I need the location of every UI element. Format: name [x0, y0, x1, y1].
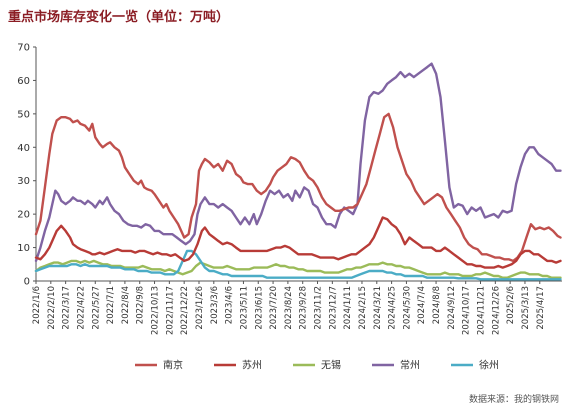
x-tick-label: 2024/1/11	[343, 286, 353, 330]
series-line-1	[34, 216, 562, 269]
series-layer	[34, 62, 562, 281]
x-tick-label: 2022/4/22	[76, 286, 86, 330]
x-tick-label: 2024/3/21	[373, 286, 383, 330]
x-tick-label: 2022/1/6	[32, 286, 42, 324]
chart-title: 重点市场库存变化一览（单位：万吨）	[8, 10, 230, 25]
x-tick-label: 2024/10/17	[462, 286, 472, 335]
x-tick-label: 2024/9/12	[447, 286, 457, 330]
y-tick-label: 70	[17, 43, 30, 54]
x-tick-label: 2022/3/17	[62, 286, 72, 330]
y-tick-label: 50	[17, 109, 30, 120]
x-tick-label: 2024/4/25	[388, 286, 398, 330]
x-tick-label: 2023/8/24	[284, 286, 294, 330]
x-tick-label: 2023/7/20	[269, 286, 279, 330]
series-line-2	[34, 259, 562, 279]
x-tick-label: 2024/11/21	[477, 286, 487, 335]
x-tick-label: 2025/4/17	[536, 286, 546, 330]
x-tick-label: 2022/8/4	[121, 286, 131, 324]
x-tick-label: 2022/10/13	[151, 286, 161, 335]
x-tick-label: 2023/9/28	[299, 286, 309, 330]
y-tick-label: 40	[17, 143, 30, 154]
legend-label: 苏州	[242, 359, 262, 372]
y-tick-label: 20	[17, 210, 30, 221]
x-tick-label: 2022/2/10	[47, 286, 57, 330]
y-axis: 0 10 20 30 40 50 60 70	[17, 43, 37, 288]
x-tick-label: 2024/7/4	[417, 286, 427, 324]
x-tick-label: 2024/12/26	[491, 286, 501, 335]
legend: 南京 苏州 无锡 常州 徐州	[135, 359, 499, 372]
x-tick-label: 2024/5/30	[402, 286, 412, 330]
x-tick-label: 2023/5/11	[239, 286, 249, 330]
series-line-4	[34, 249, 562, 281]
x-tick-label: 2022/11/17	[165, 286, 175, 335]
x-tick-label: 2023/1/26	[195, 286, 205, 330]
legend-label: 徐州	[479, 359, 499, 372]
x-tick-label: 2024/2/15	[358, 286, 368, 330]
x-tick-label: 2022/7/1	[106, 286, 116, 324]
x-tick-label: 2023/11/2	[314, 286, 324, 330]
x-tick-label: 2022/9/8	[136, 286, 146, 324]
series-line-3	[34, 62, 562, 263]
y-tick-label: 30	[17, 176, 30, 187]
x-tick-label: 2022/5/27	[91, 286, 101, 330]
y-tick-label: 60	[17, 76, 30, 87]
x-tick-label: 2023/4/6	[225, 286, 235, 324]
data-source: 数据来源：我的钢铁网	[468, 395, 559, 405]
x-tick-label: 2025/2/6	[506, 286, 516, 324]
x-tick-label: 2023/12/7	[328, 286, 338, 330]
x-tick-label: 2023/3/6	[210, 286, 220, 324]
legend-label: 无锡	[321, 359, 341, 372]
y-tick-label: 10	[17, 243, 30, 254]
x-tick-label: 2024/8/8	[432, 286, 442, 324]
x-axis: 2022/1/6 2022/2/10 2022/3/17 2022/4/22 2022/…	[32, 280, 562, 335]
x-tick-label: 2022/12/22	[180, 286, 190, 335]
legend-label: 常州	[400, 359, 420, 372]
y-tick-label: 0	[24, 277, 30, 288]
x-tick-label: 2025/3/13	[521, 286, 531, 330]
legend-label: 南京	[163, 359, 183, 372]
series-line-0	[34, 112, 562, 263]
x-tick-label: 2023/6/15	[254, 286, 264, 330]
